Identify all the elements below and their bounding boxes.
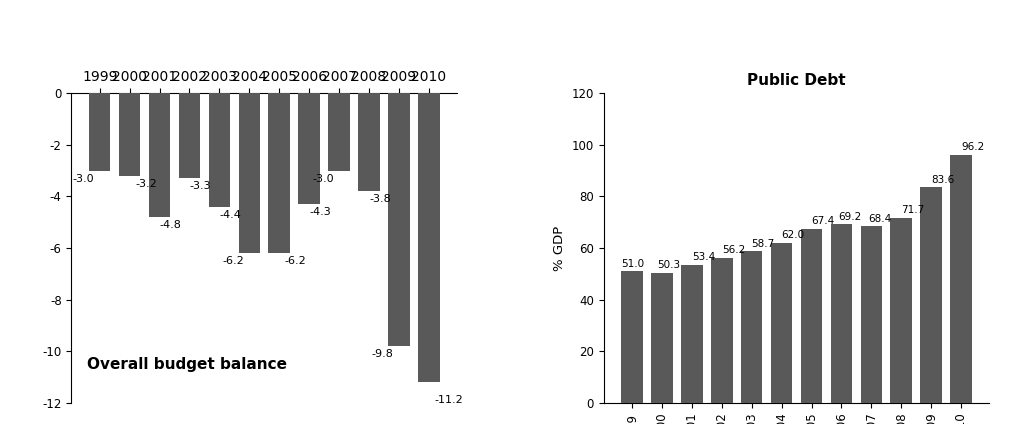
Bar <box>418 93 439 382</box>
Bar <box>328 93 350 170</box>
Text: -3.0: -3.0 <box>312 174 333 184</box>
Bar <box>621 271 642 403</box>
Bar <box>860 226 881 403</box>
Bar <box>119 93 141 176</box>
Bar <box>950 155 971 403</box>
Bar <box>650 273 672 403</box>
Text: 62.0: 62.0 <box>781 230 804 240</box>
Text: -6.2: -6.2 <box>284 256 306 266</box>
Bar <box>299 93 320 204</box>
Text: -11.2: -11.2 <box>434 395 463 405</box>
Text: 58.7: 58.7 <box>751 239 774 249</box>
Text: -3.3: -3.3 <box>190 181 211 192</box>
Bar <box>829 224 851 403</box>
Bar <box>238 93 260 253</box>
Bar <box>358 93 379 191</box>
Text: -3.0: -3.0 <box>72 174 94 184</box>
Text: -9.8: -9.8 <box>371 349 393 359</box>
Bar <box>149 93 170 217</box>
Text: Overall budget balance: Overall budget balance <box>87 357 286 372</box>
Text: 69.2: 69.2 <box>838 212 861 222</box>
Bar <box>740 251 761 403</box>
Text: -4.3: -4.3 <box>309 207 330 217</box>
Text: 50.3: 50.3 <box>657 260 680 271</box>
Text: -3.8: -3.8 <box>369 194 390 204</box>
Bar <box>770 243 792 403</box>
Text: -4.8: -4.8 <box>159 220 181 230</box>
Bar <box>388 93 410 346</box>
Text: 51.0: 51.0 <box>621 259 644 269</box>
Title: Public Debt: Public Debt <box>747 73 845 88</box>
Text: 71.7: 71.7 <box>901 205 923 215</box>
Text: -6.2: -6.2 <box>222 256 244 266</box>
Text: 68.4: 68.4 <box>867 214 891 224</box>
Text: 67.4: 67.4 <box>811 216 834 226</box>
Text: 83.6: 83.6 <box>930 175 954 184</box>
Text: -4.4: -4.4 <box>219 210 242 220</box>
Bar <box>710 258 732 403</box>
Bar <box>209 93 230 207</box>
Bar <box>178 93 200 179</box>
Text: 53.4: 53.4 <box>691 252 714 262</box>
Text: 56.2: 56.2 <box>721 245 744 255</box>
Bar <box>89 93 110 170</box>
Text: -3.2: -3.2 <box>135 179 157 189</box>
Bar <box>268 93 289 253</box>
Bar <box>681 265 702 403</box>
Bar <box>890 218 911 403</box>
Bar <box>800 229 821 403</box>
Bar <box>919 187 941 403</box>
Text: 96.2: 96.2 <box>960 142 983 152</box>
Y-axis label: % GDP: % GDP <box>552 226 566 271</box>
